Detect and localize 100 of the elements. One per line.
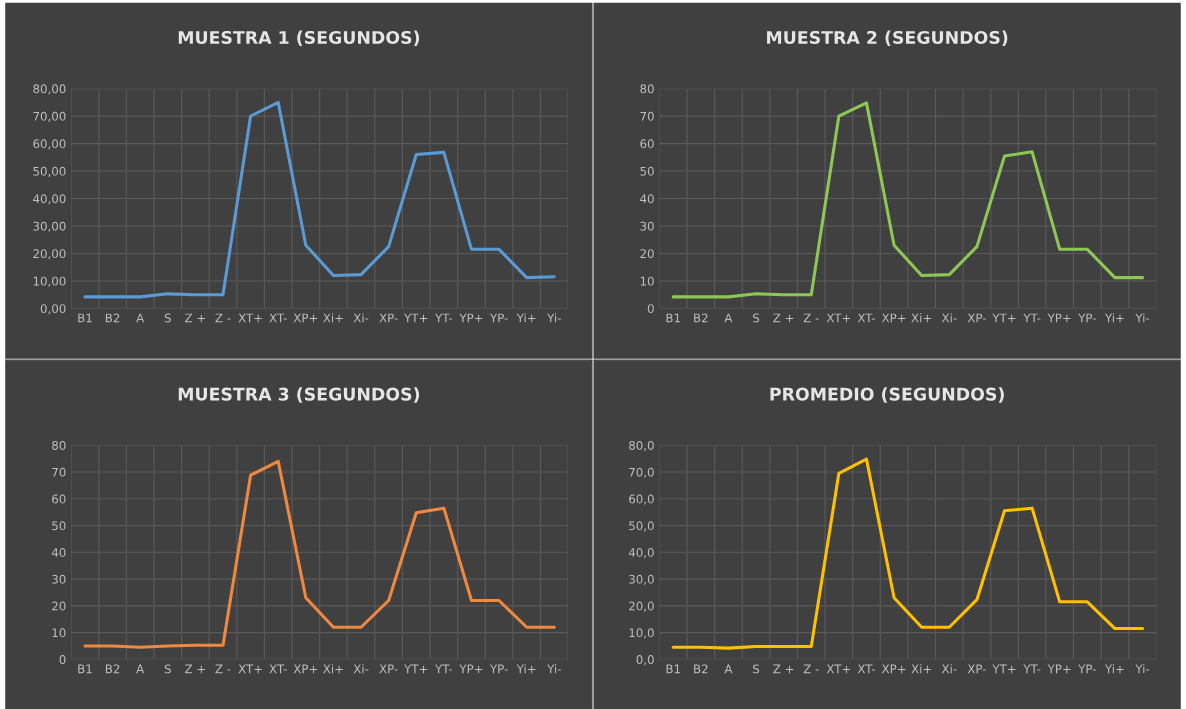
x-tick-label: YT+ bbox=[404, 313, 428, 323]
x-tick-label: S bbox=[164, 313, 171, 323]
chart-title: MUESTRA 2 (SEGUNDOS) bbox=[767, 30, 1008, 47]
x-tick-label: XT+ bbox=[238, 313, 262, 323]
x-tick-label: Yi+ bbox=[516, 313, 536, 323]
y-tick-label: 60,0 bbox=[629, 494, 654, 505]
y-tick-label: 40,0 bbox=[628, 548, 654, 559]
y-tick-label: 60,00 bbox=[33, 139, 66, 150]
y-tick-label: 80,0 bbox=[629, 440, 654, 452]
x-tick-label: Xi- bbox=[941, 664, 957, 674]
y-tick-label: 50 bbox=[52, 521, 66, 531]
x-tick-label: Xi- bbox=[941, 313, 957, 323]
x-tick-label: XP+ bbox=[881, 664, 906, 674]
x-tick-label: XP- bbox=[379, 313, 398, 323]
x-tick-label: XT- bbox=[269, 664, 287, 674]
x-tick-label: YP+ bbox=[459, 664, 483, 674]
y-tick-label: 70 bbox=[52, 467, 66, 477]
x-tick-label: XT- bbox=[857, 313, 876, 323]
chart-title: PROMEDIO (SEGUNDOS) bbox=[770, 387, 1004, 403]
y-tick-label: 40 bbox=[51, 548, 66, 557]
y-tick-label: 60 bbox=[640, 139, 654, 149]
x-tick-label: Yi- bbox=[547, 313, 561, 323]
x-tick-label: YP- bbox=[1078, 313, 1096, 323]
y-tick-label: 30 bbox=[52, 574, 66, 584]
y-tick-label: 70 bbox=[640, 111, 654, 121]
x-tick-label: B2 bbox=[105, 313, 120, 323]
y-tick-label: 50,00 bbox=[33, 166, 66, 177]
y-tick-label: 10 bbox=[640, 276, 654, 286]
x-tick-label: Xi- bbox=[353, 313, 369, 323]
x-tick-label: A bbox=[136, 664, 145, 674]
x-tick-label: S bbox=[164, 664, 171, 674]
y-tick-label: 80 bbox=[640, 84, 654, 94]
x-tick-label: Z + bbox=[185, 664, 206, 674]
x-tick-label: Z - bbox=[803, 664, 819, 674]
y-tick-label: 70,0 bbox=[629, 467, 654, 478]
x-tick-label: YT- bbox=[1023, 664, 1041, 674]
line-series bbox=[83, 100, 556, 299]
x-tick-label: B1 bbox=[78, 313, 92, 323]
y-tick-label: 0 bbox=[647, 304, 654, 314]
x-tick-label: YT+ bbox=[404, 664, 428, 674]
x-tick-label: XT+ bbox=[238, 664, 262, 674]
line-series bbox=[83, 459, 556, 649]
y-tick-label: 10,00 bbox=[33, 276, 66, 287]
x-tick-label: XT+ bbox=[826, 313, 851, 323]
x-tick-label: Yi+ bbox=[516, 664, 536, 674]
y-tick-label: 40,00 bbox=[33, 194, 66, 205]
x-tick-label: A bbox=[724, 313, 733, 323]
x-tick-label: B2 bbox=[105, 664, 120, 674]
x-tick-label: Z - bbox=[215, 313, 231, 323]
x-tick-label: Yi+ bbox=[1104, 313, 1124, 323]
x-tick-label: Xi+ bbox=[323, 313, 343, 323]
chart-title: MUESTRA 3 (SEGUNDOS) bbox=[178, 387, 420, 403]
x-tick-label: Yi- bbox=[1135, 313, 1150, 323]
x-tick-label: XP+ bbox=[293, 664, 318, 674]
y-tick-label: 20 bbox=[640, 249, 654, 259]
y-tick-label: 0,00 bbox=[40, 304, 66, 315]
x-tick-label: YT+ bbox=[992, 664, 1016, 674]
y-tick-label: 70,00 bbox=[33, 111, 66, 122]
x-tick-label: B1 bbox=[78, 664, 92, 674]
y-tick-label: 30,0 bbox=[629, 574, 654, 585]
y-tick-label: 50,0 bbox=[629, 521, 654, 532]
x-tick-label: Yi+ bbox=[1104, 664, 1124, 674]
line-series bbox=[671, 457, 1145, 650]
y-tick-label: 20,00 bbox=[33, 249, 66, 260]
x-tick-label: S bbox=[753, 313, 760, 323]
x-tick-label: A bbox=[136, 313, 145, 323]
x-tick-label: XT+ bbox=[826, 664, 851, 674]
x-tick-label: Yi- bbox=[1135, 664, 1150, 674]
x-tick-label: XP- bbox=[379, 664, 398, 674]
x-tick-label: Z + bbox=[185, 313, 206, 323]
x-tick-label: YP+ bbox=[459, 313, 483, 323]
y-tick-label: 20,0 bbox=[629, 601, 654, 612]
x-tick-label: Yi- bbox=[547, 664, 561, 674]
x-tick-label: Z - bbox=[803, 313, 819, 323]
x-tick-label: Z + bbox=[773, 664, 794, 674]
x-tick-label: A bbox=[724, 664, 733, 674]
x-tick-label: YP- bbox=[489, 664, 508, 674]
y-tick-label: 40 bbox=[640, 194, 654, 204]
x-tick-label: Z + bbox=[773, 313, 794, 323]
x-tick-label: Xi+ bbox=[911, 313, 932, 323]
x-tick-label: YP- bbox=[489, 313, 508, 323]
x-tick-label: Xi+ bbox=[323, 664, 343, 674]
x-tick-label: B1 bbox=[666, 664, 680, 674]
x-tick-label: XP+ bbox=[881, 313, 906, 323]
x-tick-label: S bbox=[753, 664, 760, 674]
x-tick-label: YP+ bbox=[1047, 313, 1071, 323]
y-tick-label: 50 bbox=[640, 166, 654, 176]
x-tick-label: XP- bbox=[967, 664, 986, 674]
x-tick-label: Xi+ bbox=[911, 664, 932, 674]
x-tick-label: YT+ bbox=[992, 313, 1016, 323]
y-tick-label: 10 bbox=[52, 628, 66, 638]
x-tick-label: YT- bbox=[1023, 313, 1041, 323]
x-tick-label: B1 bbox=[666, 313, 680, 323]
y-tick-label: 60 bbox=[52, 494, 66, 504]
y-tick-label: 0,0 bbox=[636, 655, 654, 666]
y-tick-label: 10,0 bbox=[629, 628, 654, 639]
y-tick-label: 80 bbox=[52, 440, 66, 450]
x-tick-label: B2 bbox=[694, 664, 708, 674]
y-tick-label: 0 bbox=[59, 655, 66, 665]
x-tick-label: YT- bbox=[435, 313, 453, 323]
